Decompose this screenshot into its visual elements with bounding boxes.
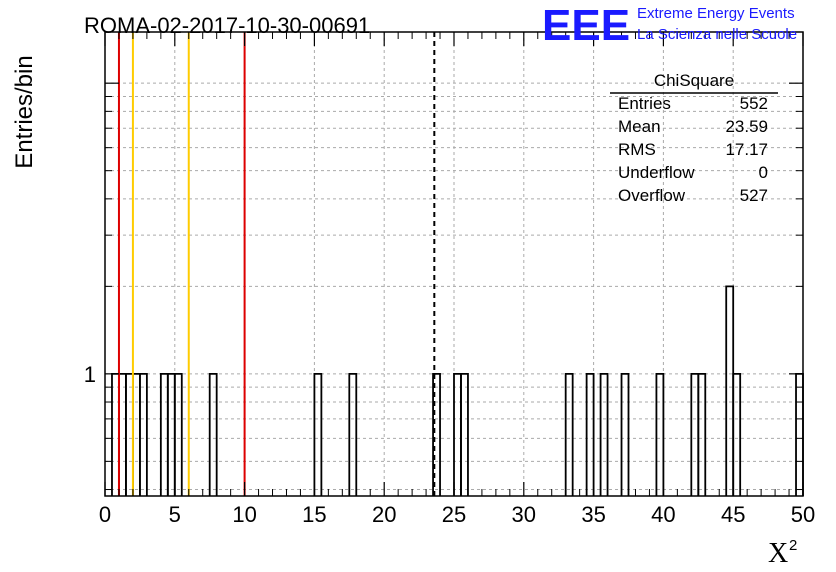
histogram-bin [585, 372, 595, 496]
histogram-bin [125, 372, 134, 496]
histogram-bin [166, 372, 176, 496]
x-tick-label: 0 [99, 502, 111, 527]
eee-logo-mark: EEE [542, 1, 630, 50]
histogram-bin [620, 372, 630, 496]
stats-row-value: 552 [740, 94, 768, 113]
threshold-lines [117, 32, 436, 496]
axis-ticks: 0 5 10 15 20 25 30 35 40 45 50 1 [84, 32, 815, 527]
histogram-bin [111, 372, 120, 496]
histogram-bin [655, 372, 665, 496]
stats-box: ChiSquare Entries 552 Mean 23.59 RMS 17.17 Und… [610, 71, 778, 205]
x-tick-label: 5 [169, 502, 181, 527]
histogram-bin [173, 372, 183, 496]
histogram-bin [348, 372, 358, 496]
histogram-bin [208, 372, 218, 496]
histogram-bin [697, 372, 707, 496]
x-tick-label: 40 [651, 502, 675, 527]
stats-row-label: RMS [618, 140, 656, 159]
x-axis-label-superscript: 2 [789, 537, 797, 554]
histogram-bin [690, 372, 700, 496]
x-tick-label: 20 [372, 502, 396, 527]
histogram-bars [111, 285, 804, 496]
histogram-bin [118, 372, 127, 496]
stats-row-label: Mean [618, 117, 661, 136]
x-tick-label: 25 [442, 502, 466, 527]
stats-row-label: Overflow [618, 186, 686, 205]
eee-logo: EEE Extreme Energy Events La Scienza nel… [542, 1, 797, 50]
histogram-bin [460, 372, 469, 496]
stats-row-value: 23.59 [725, 117, 768, 136]
stats-row-value: 527 [740, 186, 768, 205]
histogram-bin [795, 372, 804, 496]
chart-title: ROMA-02-2017-10-30-00691 [84, 13, 370, 38]
stats-box-title: ChiSquare [654, 71, 734, 90]
histogram-bin [725, 285, 735, 496]
histogram-bin [599, 372, 609, 496]
histogram-bin [159, 372, 169, 496]
eee-logo-line1: Extreme Energy Events [637, 5, 795, 22]
x-axis-label: X 2 [768, 537, 797, 569]
eee-logo-line2: La Scienza nelle Scuole [637, 26, 797, 43]
x-tick-label: 10 [232, 502, 256, 527]
x-tick-label: 15 [302, 502, 326, 527]
histogram-bin [732, 372, 742, 496]
histogram-bin [432, 372, 441, 496]
y-tick-label: 1 [84, 362, 96, 387]
y-axis-label: Entries/bin [11, 55, 38, 168]
x-tick-label: 50 [791, 502, 815, 527]
x-axis-label-symbol: X [768, 538, 788, 569]
histogram-bin [313, 372, 323, 496]
histogram-bin [564, 372, 574, 496]
stats-row-value: 17.17 [725, 140, 768, 159]
x-tick-label: 30 [512, 502, 536, 527]
stats-row-label: Entries [618, 94, 671, 113]
histogram-bin [453, 372, 462, 496]
stats-row-value: 0 [759, 163, 768, 182]
x-tick-label: 35 [581, 502, 605, 527]
stats-row-label: Underflow [618, 163, 695, 182]
histogram-bin [132, 372, 141, 496]
x-tick-label: 45 [721, 502, 745, 527]
histogram-bin [139, 372, 148, 496]
